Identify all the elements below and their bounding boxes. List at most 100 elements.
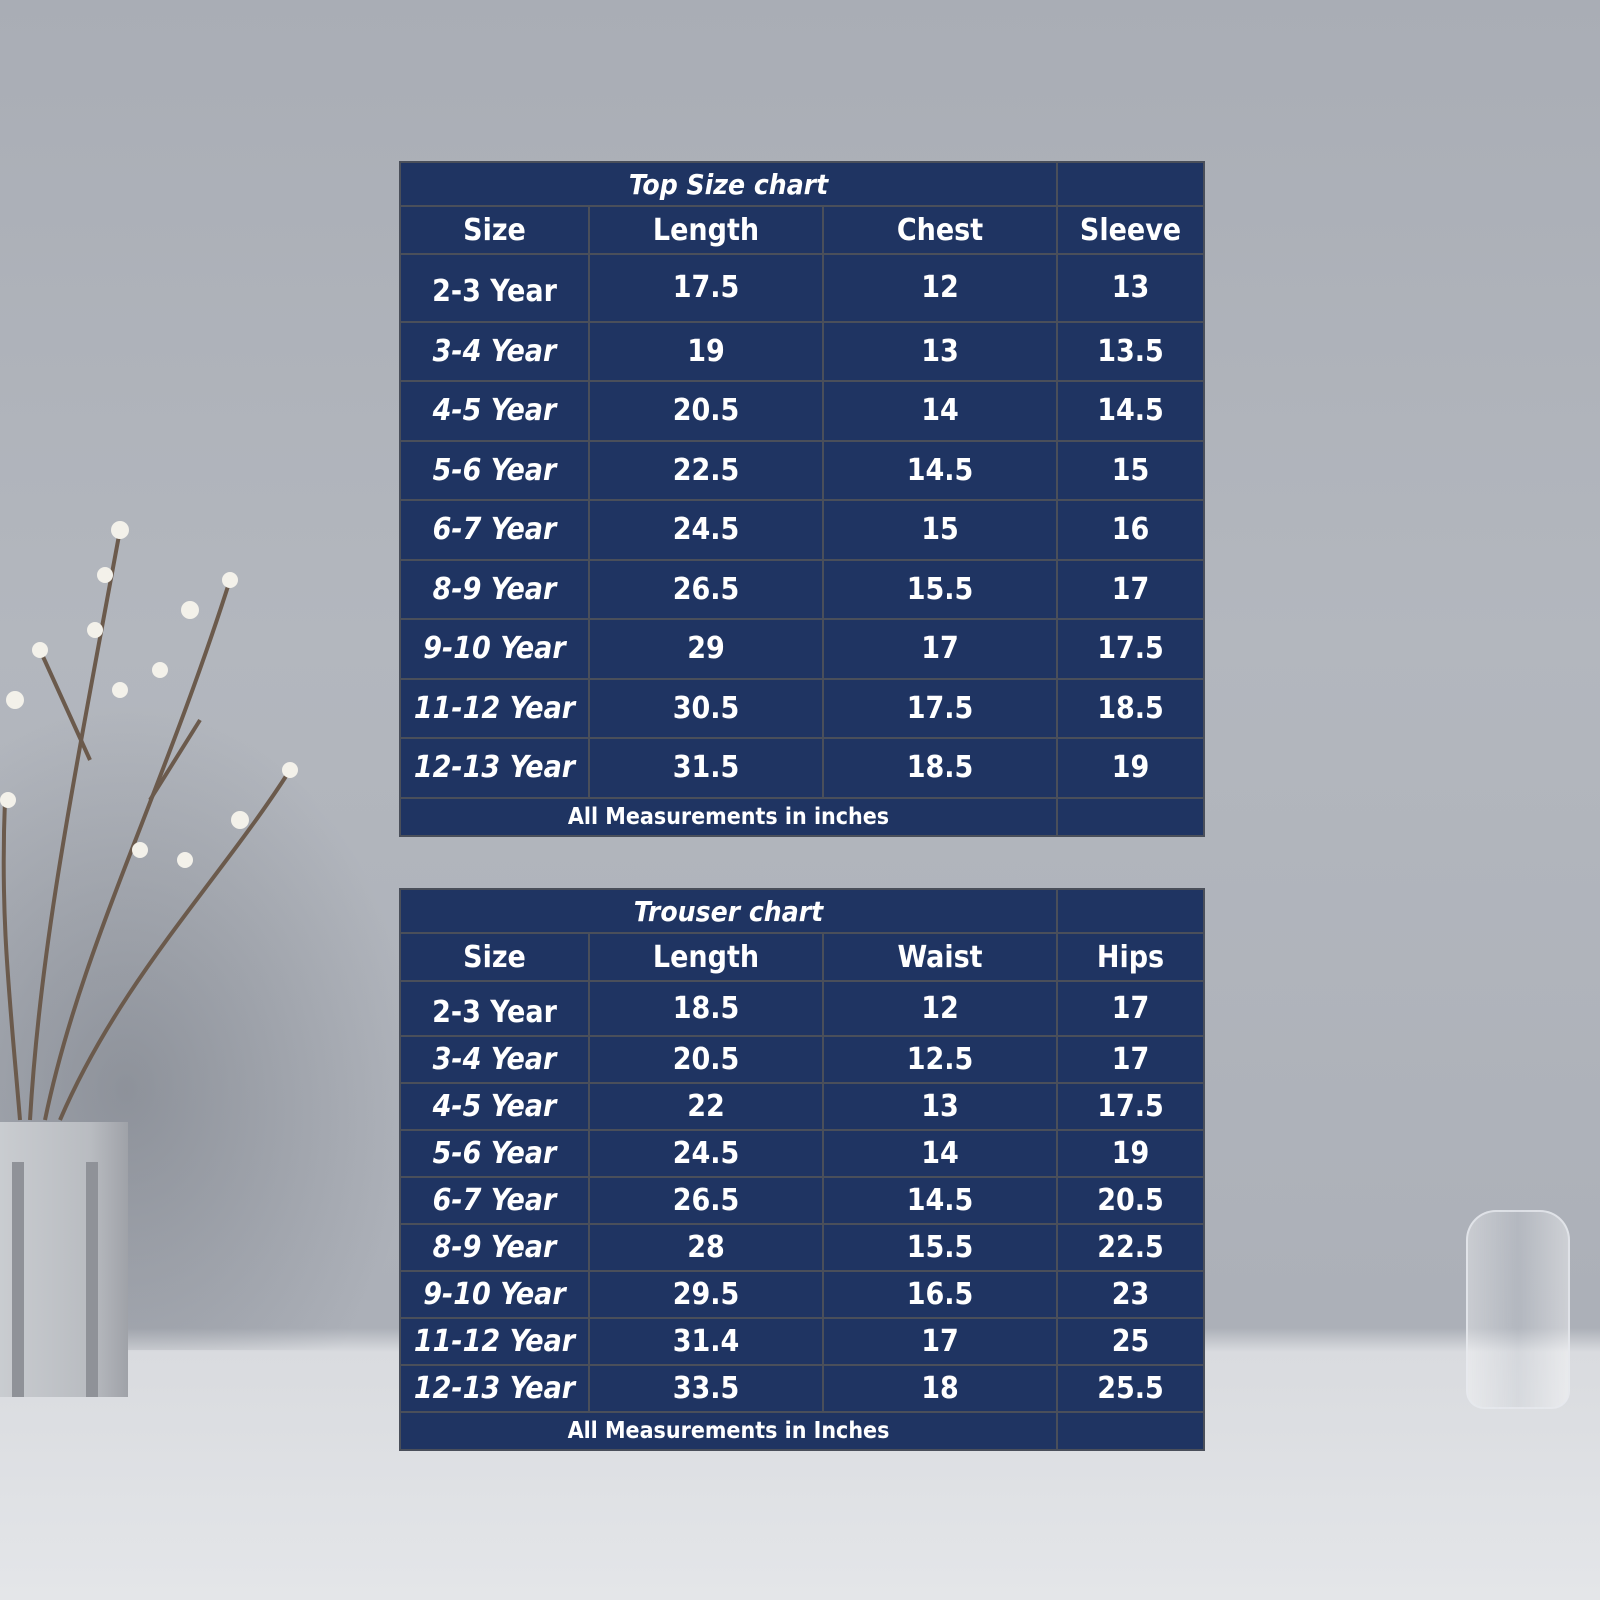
value-cell: 31.5 xyxy=(588,737,824,799)
value-cell: 19 xyxy=(1056,737,1206,799)
value-cell: 17.5 xyxy=(1056,1082,1206,1131)
value-cell: 17 xyxy=(1056,1035,1206,1084)
table-row: 2-3 Year 18.5 12 17 xyxy=(399,980,1206,1037)
value-cell: 16.5 xyxy=(821,1270,1059,1319)
value-cell: 12 xyxy=(821,253,1059,323)
trouser-chart-body: Trouser chart Size Length Waist Hips 2-3 Year… xyxy=(398,888,1206,1451)
measurement-note: All Measurements in Inches xyxy=(398,1411,1059,1451)
table-row: 4-5 Year 22 13 17.5 xyxy=(399,1082,1206,1131)
size-cell: 5-6 Year xyxy=(399,439,590,501)
value-cell: 15 xyxy=(821,499,1059,561)
value-cell: 29 xyxy=(588,618,824,680)
footer-row: All Measurements in Inches xyxy=(398,1411,1206,1451)
value-cell: 14.5 xyxy=(821,1176,1059,1225)
value-cell: 12.5 xyxy=(821,1035,1059,1084)
title-row: Top Size chart xyxy=(398,161,1206,207)
value-cell: 33.5 xyxy=(588,1364,824,1413)
size-cell: 9-10 Year xyxy=(399,618,590,680)
top-size-chart: Top Size chart Size Length Chest Sleeve 2-3 Y… xyxy=(398,161,1206,837)
size-cell: 2-3 Year xyxy=(399,980,590,1037)
table-row: 11-12 Year 31.4 17 25 xyxy=(399,1317,1206,1366)
header-row: Size Length Waist Hips xyxy=(399,932,1206,982)
size-cell: 9-10 Year xyxy=(399,1270,590,1319)
size-cell: 12-13 Year xyxy=(399,1364,590,1413)
empty-cell xyxy=(1056,161,1206,207)
value-cell: 28 xyxy=(588,1223,824,1272)
column-header: Size xyxy=(399,932,590,982)
table-row: 5-6 Year 22.5 14.5 15 xyxy=(399,439,1206,501)
value-cell: 26.5 xyxy=(588,558,824,620)
value-cell: 17 xyxy=(821,1317,1059,1366)
value-cell: 13 xyxy=(821,1082,1059,1131)
table-row: 8-9 Year 26.5 15.5 17 xyxy=(399,558,1206,620)
blossom-branch-illustration xyxy=(0,521,298,1121)
size-cell: 8-9 Year xyxy=(399,1223,590,1272)
size-cell: 4-5 Year xyxy=(399,1082,590,1131)
table-row: 2-3 Year 17.5 12 13 xyxy=(399,253,1206,323)
table-row: 6-7 Year 26.5 14.5 20.5 xyxy=(399,1176,1206,1225)
value-cell: 30.5 xyxy=(588,677,824,739)
value-cell: 18 xyxy=(821,1364,1059,1413)
value-cell: 18.5 xyxy=(1056,677,1206,739)
chart-title: Top Size chart xyxy=(398,161,1059,207)
table-row: 11-12 Year 30.5 17.5 18.5 xyxy=(399,677,1206,739)
column-header: Sleeve xyxy=(1056,205,1206,255)
chart-title: Trouser chart xyxy=(398,888,1059,934)
size-cell: 3-4 Year xyxy=(399,320,590,382)
size-cell: 11-12 Year xyxy=(399,1317,590,1366)
table-row: 12-13 Year 31.5 18.5 19 xyxy=(399,737,1206,799)
trouser-chart: Trouser chart Size Length Waist Hips 2-3 Year… xyxy=(398,888,1206,1451)
value-cell: 16 xyxy=(1056,499,1206,561)
planter-groove xyxy=(86,1162,98,1397)
table-row: 12-13 Year 33.5 18 25.5 xyxy=(399,1364,1206,1413)
value-cell: 19 xyxy=(1056,1129,1206,1178)
column-header: Hips xyxy=(1056,932,1206,982)
planter-vase xyxy=(0,1122,128,1397)
value-cell: 14 xyxy=(821,380,1059,442)
top-size-chart-body: Top Size chart Size Length Chest Sleeve 2-3 Y… xyxy=(398,161,1206,837)
value-cell: 22.5 xyxy=(588,439,824,501)
value-cell: 20.5 xyxy=(588,380,824,442)
value-cell: 17.5 xyxy=(1056,618,1206,680)
value-cell: 31.4 xyxy=(588,1317,824,1366)
value-cell: 14.5 xyxy=(821,439,1059,501)
table-row: 5-6 Year 24.5 14 19 xyxy=(399,1129,1206,1178)
value-cell: 14.5 xyxy=(1056,380,1206,442)
column-header: Size xyxy=(399,205,590,255)
size-cell: 6-7 Year xyxy=(399,499,590,561)
column-header: Length xyxy=(588,932,824,982)
value-cell: 17 xyxy=(1056,980,1206,1037)
value-cell: 13.5 xyxy=(1056,320,1206,382)
value-cell: 24.5 xyxy=(588,1129,824,1178)
planter-groove xyxy=(12,1162,24,1397)
footer-row: All Measurements in inches xyxy=(398,796,1206,837)
size-cell: 6-7 Year xyxy=(399,1176,590,1225)
value-cell: 15.5 xyxy=(821,1223,1059,1272)
value-cell: 22.5 xyxy=(1056,1223,1206,1272)
column-header: Waist xyxy=(821,932,1059,982)
value-cell: 15 xyxy=(1056,439,1206,501)
value-cell: 26.5 xyxy=(588,1176,824,1225)
value-cell: 19 xyxy=(588,320,824,382)
value-cell: 15.5 xyxy=(821,558,1059,620)
value-cell: 20.5 xyxy=(1056,1176,1206,1225)
value-cell: 18.5 xyxy=(821,737,1059,799)
empty-cell xyxy=(1056,888,1206,934)
measurement-note: All Measurements in inches xyxy=(398,796,1059,837)
table-row: 8-9 Year 28 15.5 22.5 xyxy=(399,1223,1206,1272)
size-cell: 3-4 Year xyxy=(399,1035,590,1084)
value-cell: 12 xyxy=(821,980,1059,1037)
empty-cell xyxy=(1056,796,1206,837)
value-cell: 17.5 xyxy=(588,253,824,323)
column-header: Length xyxy=(588,205,824,255)
value-cell: 13 xyxy=(821,320,1059,382)
value-cell: 13 xyxy=(1056,253,1206,323)
table-row: 9-10 Year 29.5 16.5 23 xyxy=(399,1270,1206,1319)
value-cell: 17 xyxy=(1056,558,1206,620)
table-row: 9-10 Year 29 17 17.5 xyxy=(399,618,1206,680)
header-row: Size Length Chest Sleeve xyxy=(399,205,1206,255)
value-cell: 20.5 xyxy=(588,1035,824,1084)
value-cell: 14 xyxy=(821,1129,1059,1178)
size-cell: 2-3 Year xyxy=(399,253,590,323)
title-row: Trouser chart xyxy=(398,888,1206,934)
